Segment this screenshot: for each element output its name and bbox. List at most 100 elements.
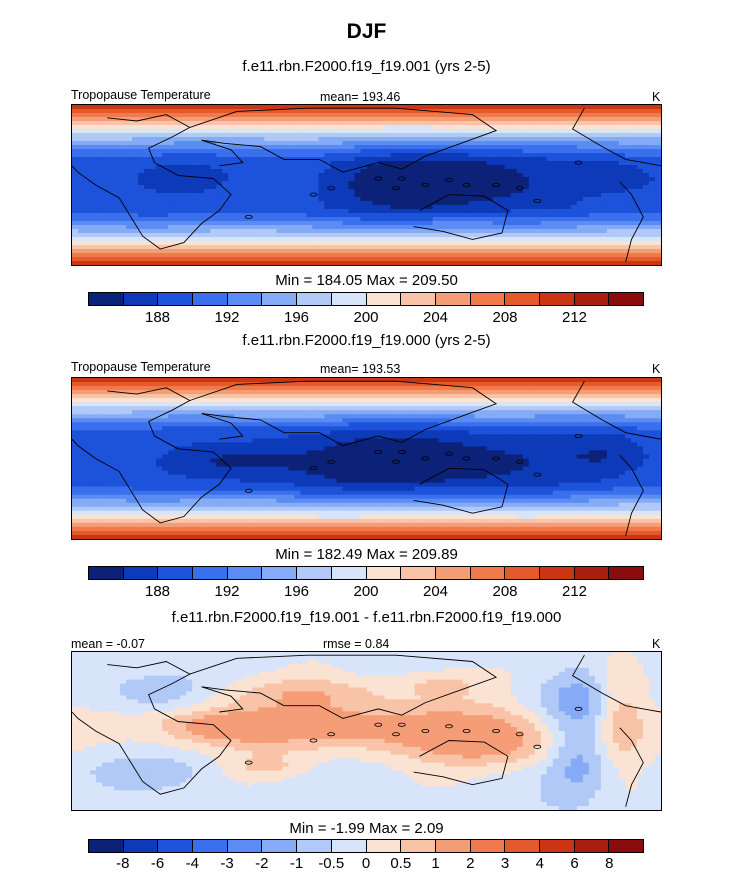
field-cell bbox=[96, 125, 103, 130]
field-cell bbox=[210, 149, 217, 154]
field-cell bbox=[144, 189, 151, 194]
field-cell bbox=[408, 394, 416, 399]
field-cell bbox=[516, 261, 524, 265]
field-cell bbox=[270, 382, 277, 387]
field-cell bbox=[624, 410, 632, 415]
field-cell bbox=[564, 189, 572, 194]
field-cell bbox=[492, 205, 500, 210]
field-cell bbox=[528, 382, 536, 387]
field-cell bbox=[588, 185, 596, 190]
field-cell bbox=[330, 225, 338, 230]
field-cell bbox=[294, 233, 301, 238]
field-cell bbox=[162, 257, 169, 262]
field-cell bbox=[102, 145, 109, 150]
field-cell bbox=[234, 237, 241, 242]
field-cell bbox=[498, 149, 506, 154]
field-cell bbox=[492, 105, 500, 110]
field-cell bbox=[252, 117, 259, 122]
field-cell bbox=[168, 386, 175, 391]
field-cell bbox=[192, 193, 199, 198]
field-cell bbox=[252, 177, 259, 182]
field-cell bbox=[168, 105, 175, 110]
field-cell bbox=[468, 382, 476, 387]
field-cell bbox=[150, 225, 157, 230]
field-cell bbox=[618, 121, 626, 126]
field-cell bbox=[456, 125, 464, 130]
field-cell bbox=[378, 233, 386, 238]
field-cell bbox=[444, 149, 452, 154]
field-cell bbox=[120, 153, 127, 158]
field-cell bbox=[444, 209, 452, 214]
field-cell bbox=[234, 157, 241, 162]
field-cell bbox=[450, 193, 458, 198]
field-cell bbox=[300, 177, 307, 182]
field-cell bbox=[414, 241, 422, 246]
field-cell bbox=[360, 221, 368, 226]
field-cell bbox=[246, 161, 253, 166]
field-cell bbox=[366, 394, 374, 399]
field-cell bbox=[582, 382, 590, 387]
field-cell bbox=[564, 185, 572, 190]
field-cell bbox=[438, 137, 446, 142]
field-cell bbox=[282, 229, 289, 234]
field-cell bbox=[540, 237, 548, 242]
field-cell bbox=[564, 221, 572, 226]
field-cell bbox=[318, 229, 326, 234]
field-cell bbox=[564, 173, 572, 178]
field-cell bbox=[84, 121, 91, 126]
field-cell bbox=[120, 386, 127, 391]
field-cell bbox=[132, 153, 139, 158]
field-cell bbox=[642, 378, 650, 383]
field-cell bbox=[192, 418, 199, 423]
field-cell bbox=[438, 209, 446, 214]
field-cell bbox=[240, 217, 247, 222]
field-cell bbox=[348, 201, 356, 206]
field-cell bbox=[204, 386, 211, 391]
field-cell bbox=[540, 217, 548, 222]
field-cell bbox=[96, 193, 103, 198]
field-cell bbox=[72, 133, 79, 138]
field-cell bbox=[420, 249, 428, 254]
field-cell bbox=[492, 169, 500, 174]
field-cell bbox=[132, 185, 139, 190]
field-cell bbox=[258, 133, 265, 138]
field-cell bbox=[408, 233, 416, 238]
field-cell bbox=[390, 205, 398, 210]
field-cell bbox=[462, 205, 470, 210]
field-cell bbox=[642, 149, 650, 154]
field-cell bbox=[270, 109, 277, 114]
field-cell bbox=[156, 173, 163, 178]
field-cell bbox=[492, 185, 500, 190]
field-cell bbox=[654, 133, 661, 138]
field-cell bbox=[174, 378, 181, 383]
field-cell bbox=[552, 410, 560, 415]
field-cell bbox=[330, 217, 338, 222]
field-cell bbox=[366, 402, 374, 407]
field-cell bbox=[570, 181, 578, 186]
field-cell bbox=[300, 189, 307, 194]
field-cell bbox=[546, 233, 554, 238]
field-cell bbox=[534, 390, 542, 395]
field-cell bbox=[84, 173, 91, 178]
field-cell bbox=[414, 173, 422, 178]
field-cell bbox=[174, 193, 181, 198]
field-cell bbox=[444, 177, 452, 182]
field-cell bbox=[462, 113, 470, 118]
field-cell bbox=[246, 241, 253, 246]
field-cell bbox=[78, 233, 85, 238]
field-cell bbox=[228, 249, 235, 254]
field-cell bbox=[618, 229, 626, 234]
field-cell bbox=[480, 394, 488, 399]
field-cell bbox=[198, 225, 205, 230]
field-cell bbox=[402, 398, 410, 403]
field-cell bbox=[234, 233, 241, 238]
field-cell bbox=[294, 229, 301, 234]
colorbar-tick-label: 200 bbox=[353, 309, 379, 326]
field-cell bbox=[564, 109, 572, 114]
field-cell bbox=[432, 241, 440, 246]
field-cell bbox=[612, 221, 620, 226]
field-cell bbox=[330, 205, 338, 210]
field-cell bbox=[444, 241, 452, 246]
field-cell bbox=[486, 193, 494, 198]
field-cell bbox=[234, 414, 241, 419]
